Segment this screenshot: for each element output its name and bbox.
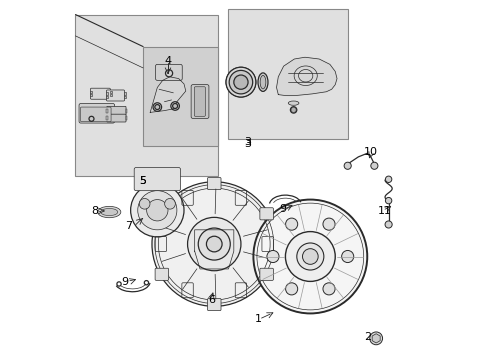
Bar bbox=[105, 93, 108, 95]
Text: 5: 5 bbox=[139, 176, 146, 186]
Circle shape bbox=[384, 221, 391, 228]
FancyBboxPatch shape bbox=[259, 268, 273, 280]
Bar bbox=[75, 14, 217, 176]
Text: 3: 3 bbox=[244, 136, 250, 147]
Bar bbox=[125, 109, 127, 113]
Circle shape bbox=[302, 249, 318, 264]
Text: 2: 2 bbox=[363, 332, 370, 342]
FancyBboxPatch shape bbox=[259, 208, 273, 220]
Circle shape bbox=[130, 184, 183, 237]
Circle shape bbox=[370, 162, 377, 169]
FancyBboxPatch shape bbox=[106, 90, 124, 101]
Bar bbox=[109, 94, 112, 96]
Circle shape bbox=[385, 176, 391, 183]
Circle shape bbox=[322, 283, 334, 295]
Circle shape bbox=[369, 332, 382, 345]
Bar bbox=[228, 9, 347, 139]
Ellipse shape bbox=[98, 206, 121, 218]
Circle shape bbox=[138, 191, 177, 230]
FancyBboxPatch shape bbox=[155, 268, 168, 280]
Circle shape bbox=[322, 218, 334, 230]
Text: 6: 6 bbox=[208, 295, 215, 305]
Ellipse shape bbox=[288, 101, 298, 105]
Circle shape bbox=[155, 104, 160, 109]
FancyBboxPatch shape bbox=[155, 64, 182, 80]
Bar bbox=[89, 91, 92, 93]
Circle shape bbox=[385, 197, 391, 204]
Text: 11: 11 bbox=[377, 206, 391, 216]
Circle shape bbox=[290, 107, 296, 113]
Ellipse shape bbox=[101, 208, 118, 216]
Circle shape bbox=[285, 283, 297, 295]
Polygon shape bbox=[276, 57, 336, 96]
Polygon shape bbox=[150, 77, 185, 112]
Bar bbox=[123, 93, 126, 95]
Circle shape bbox=[296, 243, 323, 270]
Ellipse shape bbox=[260, 75, 265, 89]
FancyBboxPatch shape bbox=[207, 177, 221, 190]
Ellipse shape bbox=[258, 73, 267, 91]
Circle shape bbox=[341, 251, 353, 262]
Circle shape bbox=[253, 199, 366, 314]
Bar bbox=[106, 109, 108, 113]
Text: 10: 10 bbox=[363, 147, 377, 157]
Bar bbox=[123, 96, 126, 98]
FancyBboxPatch shape bbox=[106, 106, 126, 115]
Bar bbox=[125, 116, 127, 120]
Circle shape bbox=[233, 75, 247, 89]
Circle shape bbox=[225, 67, 255, 97]
Bar bbox=[143, 46, 217, 146]
Circle shape bbox=[152, 182, 276, 306]
FancyBboxPatch shape bbox=[81, 107, 111, 122]
FancyBboxPatch shape bbox=[90, 88, 110, 99]
FancyBboxPatch shape bbox=[155, 208, 168, 220]
Circle shape bbox=[139, 198, 150, 209]
FancyBboxPatch shape bbox=[191, 85, 208, 118]
Text: 7: 7 bbox=[125, 221, 132, 230]
FancyBboxPatch shape bbox=[194, 87, 205, 116]
FancyBboxPatch shape bbox=[79, 103, 114, 123]
Circle shape bbox=[206, 236, 222, 252]
Text: 3: 3 bbox=[244, 139, 250, 149]
Circle shape bbox=[187, 217, 241, 271]
Text: 8: 8 bbox=[91, 206, 98, 216]
FancyBboxPatch shape bbox=[207, 298, 221, 311]
Circle shape bbox=[198, 228, 230, 260]
Circle shape bbox=[344, 162, 350, 169]
Bar bbox=[106, 116, 108, 120]
Bar bbox=[89, 94, 92, 96]
Circle shape bbox=[172, 103, 177, 108]
Circle shape bbox=[229, 71, 252, 94]
FancyBboxPatch shape bbox=[106, 114, 126, 122]
Text: 5: 5 bbox=[139, 176, 146, 186]
Circle shape bbox=[285, 218, 297, 230]
Text: 4: 4 bbox=[164, 56, 171, 66]
Text: 9: 9 bbox=[279, 204, 286, 214]
FancyBboxPatch shape bbox=[134, 167, 180, 191]
Bar bbox=[109, 91, 112, 93]
Text: 9: 9 bbox=[122, 277, 129, 287]
Bar bbox=[105, 96, 108, 98]
Circle shape bbox=[164, 198, 175, 209]
Circle shape bbox=[285, 231, 335, 282]
Circle shape bbox=[266, 251, 279, 262]
Circle shape bbox=[146, 199, 168, 221]
Text: 1: 1 bbox=[254, 315, 261, 324]
